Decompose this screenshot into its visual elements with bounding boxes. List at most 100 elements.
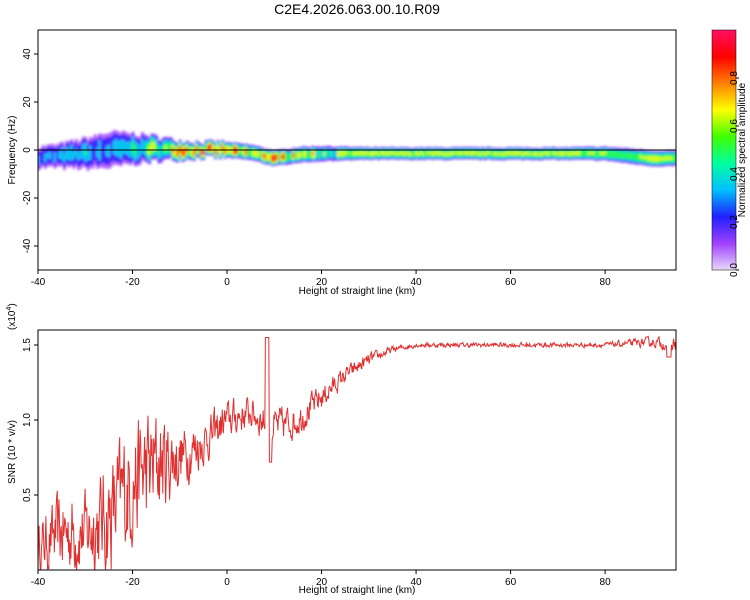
heatmap-cell <box>660 157 664 161</box>
snr-x-ticks: -40 -20 0 20 40 60 80 <box>31 570 611 588</box>
heatmap-cell <box>148 146 152 155</box>
heatmap-cell <box>105 146 109 157</box>
heatmap-cell <box>381 151 385 155</box>
heatmap-cell <box>644 156 648 160</box>
heatmap-cell <box>467 151 471 155</box>
heatmap-cell <box>516 151 520 155</box>
heatmap-cell <box>573 151 577 156</box>
heatmap-cell <box>157 148 161 156</box>
heatmap-cell <box>334 149 338 158</box>
heatmap-cell <box>493 152 497 156</box>
heatmap-cell <box>339 150 343 156</box>
colorbar-tick-label: 0.6 <box>729 119 740 133</box>
x-tick-label: 60 <box>505 277 517 288</box>
heatmap-cell <box>457 151 461 155</box>
heatmap-cell <box>386 152 390 155</box>
heatmap-cell <box>606 150 610 158</box>
heatmap-cell <box>372 151 376 156</box>
heatmap-cell <box>552 151 556 155</box>
heatmap-cell <box>403 152 407 156</box>
heatmap-cell <box>620 152 624 159</box>
y-tick-label: 1.0 <box>22 413 33 427</box>
x-tick-label: 40 <box>411 577 423 588</box>
spectrogram-panel: -40 -20 0 20 40 60 80 -40 -20 0 20 40 Height of st… <box>7 29 677 297</box>
heatmap-cell <box>39 151 43 166</box>
heatmap-cell <box>571 151 575 155</box>
heatmap-cell <box>318 150 322 159</box>
heatmap-cell <box>346 152 350 155</box>
heatmap-cell <box>353 152 357 155</box>
y-tick-label: 1.5 <box>22 338 33 352</box>
y-tick-label: 20 <box>22 96 33 108</box>
heatmap-cell <box>656 156 660 162</box>
colorbar-label: Normalized spectral amplitude <box>737 82 748 217</box>
x-tick-label: 20 <box>316 277 328 288</box>
heatmap-cell <box>270 157 274 160</box>
heatmap-cell <box>183 147 187 156</box>
chart-title: C2E4.2026.063.00.10.R09 <box>274 1 440 17</box>
heatmap-cell <box>254 150 258 157</box>
heatmap-cell <box>131 141 135 153</box>
heatmap-cell <box>431 152 435 156</box>
x-tick-label: 60 <box>505 577 517 588</box>
heatmap-cell <box>261 154 265 157</box>
heatmap-cell <box>599 152 603 155</box>
heatmap-cell <box>391 151 395 155</box>
y-tick-label: -40 <box>22 238 33 253</box>
heatmap-cell <box>601 152 605 155</box>
heatmap-cell <box>311 152 315 155</box>
colorbar-ticks: 0.0 0.2 0.4 0.6 0.8 <box>729 71 740 277</box>
heatmap-cell <box>672 154 676 162</box>
heatmap-cell <box>58 151 62 159</box>
heatmap-cell <box>174 148 178 156</box>
heatmap-cell <box>658 156 662 161</box>
heatmap-cell <box>608 150 612 158</box>
y-tick-label: 0.5 <box>22 488 33 502</box>
heatmap-cell <box>436 151 440 156</box>
heatmap-cell <box>582 149 586 157</box>
heatmap-cell <box>514 151 518 156</box>
heatmap-cell <box>138 145 142 157</box>
heatmap-cell <box>306 150 310 159</box>
heatmap-cell <box>150 142 154 151</box>
heatmap-cell <box>398 152 402 155</box>
heatmap-cell <box>429 152 433 155</box>
heatmap-cell <box>81 143 85 159</box>
heatmap-cell <box>41 147 45 164</box>
heatmap-cell <box>218 148 222 156</box>
heatmap-cell <box>615 151 619 159</box>
heatmap-cell <box>344 151 348 155</box>
heatmap-cell <box>143 141 147 155</box>
heatmap-cell <box>547 151 551 156</box>
heatmap-cell <box>507 151 511 155</box>
heatmap-cell <box>159 145 163 158</box>
heatmap-cell <box>405 152 409 155</box>
heatmap-cell <box>136 142 140 160</box>
colorbar-gradient <box>712 30 736 270</box>
heatmap-cell <box>374 151 378 155</box>
heatmap-cell <box>77 152 81 161</box>
heatmap-cell <box>337 150 341 158</box>
heatmap-cell <box>282 155 286 158</box>
heatmap-cell <box>285 153 289 161</box>
x-tick-label: 0 <box>224 577 230 588</box>
heatmap-cell <box>589 152 593 155</box>
heatmap-cell <box>230 147 234 154</box>
heatmap-cell <box>296 151 300 159</box>
heatmap-cell <box>412 150 416 158</box>
heatmap-cell <box>389 151 393 155</box>
heatmap-cell <box>554 151 558 155</box>
heatmap-cell <box>422 153 426 156</box>
heatmap-cell <box>214 148 218 155</box>
heatmap-cell <box>60 147 64 160</box>
heatmap-cell <box>51 146 55 163</box>
heatmap-cell <box>566 152 570 155</box>
heatmap-cell <box>320 149 324 159</box>
heatmap-cell <box>488 151 492 155</box>
heatmap-cell <box>152 141 156 152</box>
heatmap-cell <box>604 151 608 155</box>
heatmap-cell <box>299 153 303 157</box>
heatmap-cell <box>46 152 50 158</box>
heatmap-cell <box>471 151 475 156</box>
heatmap-cell <box>86 151 90 161</box>
